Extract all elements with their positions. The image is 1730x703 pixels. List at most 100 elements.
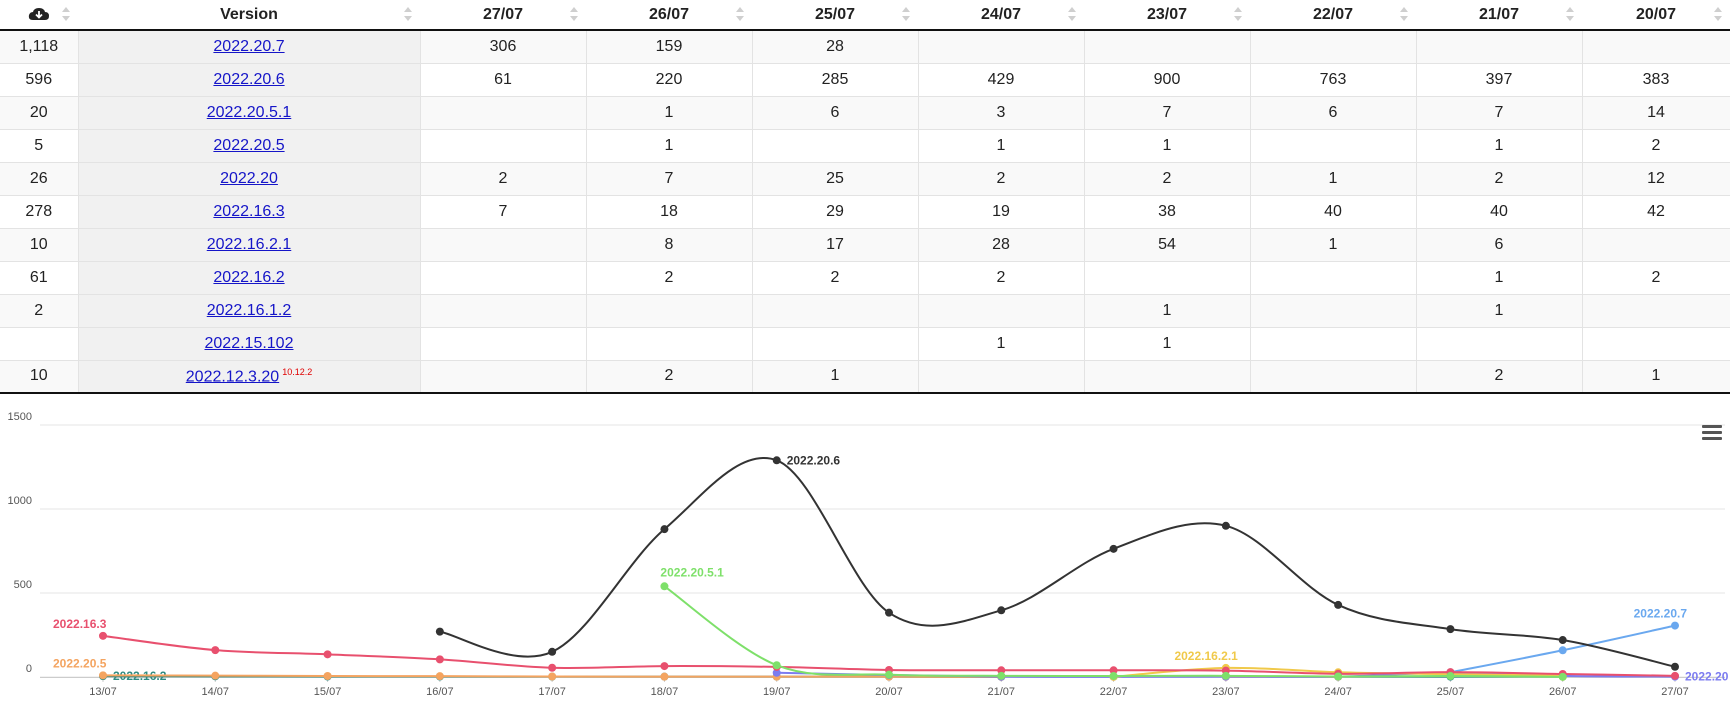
count-cell: 12	[1582, 162, 1730, 196]
data-point	[1671, 621, 1679, 630]
data-point	[1221, 521, 1230, 530]
count-cell: 38	[1084, 195, 1251, 229]
version-cell: 2022.20.5	[78, 129, 421, 163]
sort-arrows-icon[interactable]	[62, 7, 70, 21]
data-point	[772, 456, 781, 465]
header-date[interactable]: 21/07	[1416, 0, 1582, 31]
data-point	[435, 672, 444, 681]
table-row: 278 2022.16.3 7 18 29 19 38 40 40 42	[0, 195, 1730, 229]
version-link[interactable]: 2022.20.7	[213, 37, 285, 55]
header-label: 20/07	[1635, 5, 1677, 23]
table-row: 61 2022.16.2 2 2 2 1 2	[0, 261, 1730, 295]
sort-arrows-icon[interactable]	[902, 7, 910, 21]
count-cell	[1582, 228, 1730, 262]
table-header: Version 27/07 26/07 25/07 24/07 23/07 22/07 21/…	[0, 0, 1730, 31]
version-link[interactable]: 2022.20.5	[213, 136, 285, 154]
sort-arrows-icon[interactable]	[1400, 7, 1408, 21]
count-cell	[1250, 360, 1417, 394]
count-cell	[1416, 30, 1583, 64]
version-link[interactable]: 2022.20	[220, 169, 278, 187]
count-cell: 2	[1416, 162, 1583, 196]
header-version[interactable]: Version	[78, 0, 420, 31]
count-cell: 6	[1250, 96, 1417, 130]
header-date[interactable]: 25/07	[752, 0, 918, 31]
count-cell: 1	[586, 129, 753, 163]
menu-icon-bar	[1702, 437, 1722, 440]
series-label: 2022.20.6	[787, 453, 841, 467]
data-point	[885, 670, 893, 679]
data-point	[1334, 600, 1343, 609]
count-cell	[1084, 30, 1251, 64]
cloud-download-icon[interactable]	[28, 7, 50, 21]
version-link[interactable]: 2022.16.2	[213, 268, 285, 286]
version-cell: 2022.20.7	[78, 30, 421, 64]
data-point	[1671, 671, 1679, 680]
count-cell	[420, 96, 587, 130]
count-cell: 2	[1582, 129, 1730, 163]
version-link[interactable]: 2022.16.2.1	[206, 235, 292, 253]
version-cell: 2022.20	[78, 162, 421, 196]
x-tick-label: 19/07	[763, 686, 791, 698]
data-point	[548, 647, 557, 656]
x-tick-label: 20/07	[875, 686, 903, 698]
sort-arrows-icon[interactable]	[1234, 7, 1242, 21]
version-note: 10.12.2	[282, 366, 313, 377]
x-tick-label: 15/07	[314, 686, 342, 698]
version-link[interactable]: 2022.20.5.1	[206, 103, 292, 121]
count-cell: 2	[586, 261, 753, 295]
total-cell: 61	[0, 261, 79, 295]
series-label: 2022.16.3	[53, 617, 107, 631]
total-cell: 10	[0, 360, 79, 394]
version-link[interactable]: 2022.12.3.20	[185, 367, 280, 385]
version-table: Version 27/07 26/07 25/07 24/07 23/07 22/07 21/…	[0, 0, 1730, 394]
count-cell: 1	[918, 327, 1085, 361]
count-cell: 2	[586, 360, 753, 394]
total-cell: 26	[0, 162, 79, 196]
version-link[interactable]: 2022.15.102	[204, 334, 294, 352]
header-download[interactable]	[0, 0, 78, 31]
sort-arrows-icon[interactable]	[570, 7, 578, 21]
header-date[interactable]: 22/07	[1250, 0, 1416, 31]
version-link[interactable]: 2022.16.3	[213, 202, 285, 220]
count-cell: 28	[752, 30, 919, 64]
chart-menu-button[interactable]	[1702, 425, 1722, 443]
series-label: 2022.20.5	[53, 656, 107, 670]
data-point	[997, 666, 1006, 675]
count-cell	[1582, 327, 1730, 361]
sort-arrows-icon[interactable]	[736, 7, 744, 21]
sort-arrows-icon[interactable]	[1068, 7, 1076, 21]
data-point	[211, 646, 220, 655]
sort-arrows-icon[interactable]	[1714, 7, 1722, 21]
version-cell: 2022.16.2	[78, 261, 421, 295]
count-cell	[420, 261, 587, 295]
sort-arrows-icon[interactable]	[1566, 7, 1574, 21]
count-cell: 2	[1416, 360, 1583, 394]
count-cell: 1	[1084, 327, 1251, 361]
x-tick-label: 24/07	[1324, 686, 1352, 698]
version-link[interactable]: 2022.20.6	[213, 70, 285, 88]
count-cell	[752, 294, 919, 328]
version-link[interactable]: 2022.16.1.2	[206, 301, 292, 319]
header-date[interactable]: 20/07	[1582, 0, 1730, 31]
count-cell: 7	[586, 162, 753, 196]
header-date[interactable]: 23/07	[1084, 0, 1250, 31]
count-cell: 383	[1582, 63, 1730, 97]
total-cell: 20	[0, 96, 79, 130]
x-tick-label: 13/07	[89, 686, 117, 698]
header-date[interactable]: 24/07	[918, 0, 1084, 31]
header-label: 22/07	[1312, 5, 1354, 23]
data-point	[1446, 625, 1455, 634]
count-cell: 1	[1416, 261, 1583, 295]
version-cell: 2022.12.3.20 10.12.2	[78, 360, 421, 394]
sort-arrows-icon[interactable]	[404, 7, 412, 21]
count-cell: 2	[918, 162, 1085, 196]
count-cell	[752, 129, 919, 163]
count-cell	[1084, 360, 1251, 394]
data-point	[435, 627, 444, 636]
data-point	[1109, 544, 1118, 553]
table-row: 5 2022.20.5 1 1 1 1 2	[0, 129, 1730, 163]
header-date[interactable]: 27/07	[420, 0, 586, 31]
table-row: 596 2022.20.6 61 220 285 429 900 763 397 383	[0, 63, 1730, 97]
count-cell: 6	[752, 96, 919, 130]
header-date[interactable]: 26/07	[586, 0, 752, 31]
